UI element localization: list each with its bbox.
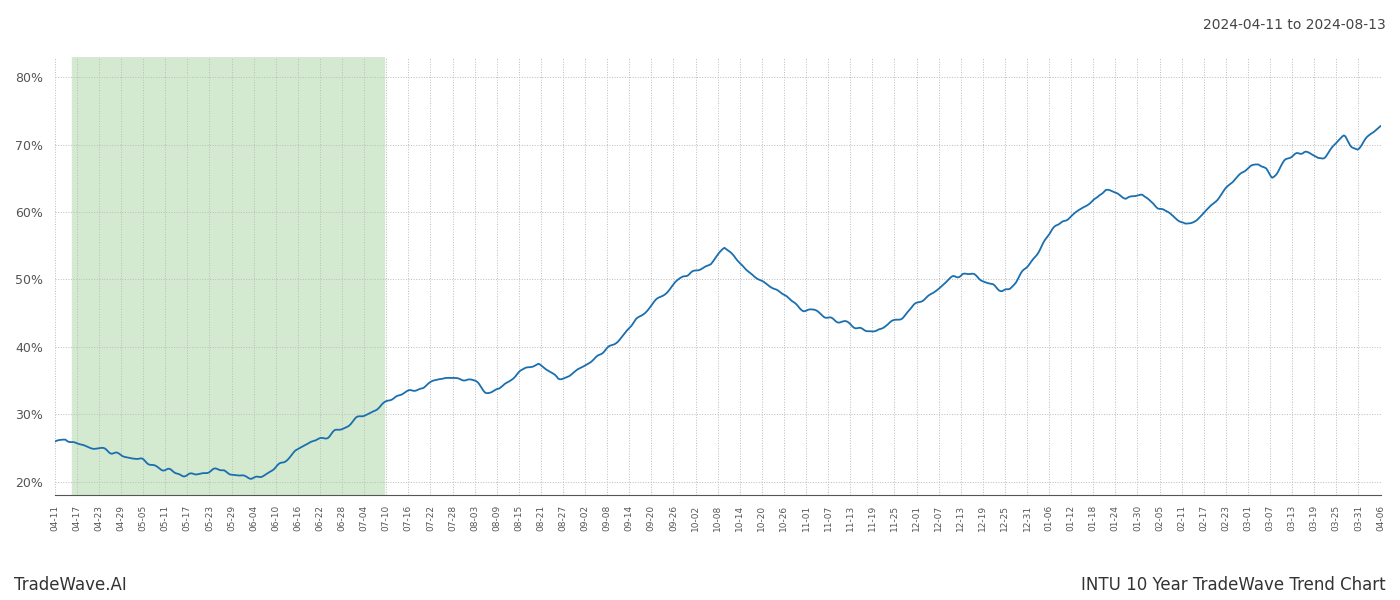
Bar	[71, 57, 385, 495]
Text: 2024-04-11 to 2024-08-13: 2024-04-11 to 2024-08-13	[1203, 18, 1386, 32]
Text: TradeWave.AI: TradeWave.AI	[14, 576, 127, 594]
Text: INTU 10 Year TradeWave Trend Chart: INTU 10 Year TradeWave Trend Chart	[1081, 576, 1386, 594]
